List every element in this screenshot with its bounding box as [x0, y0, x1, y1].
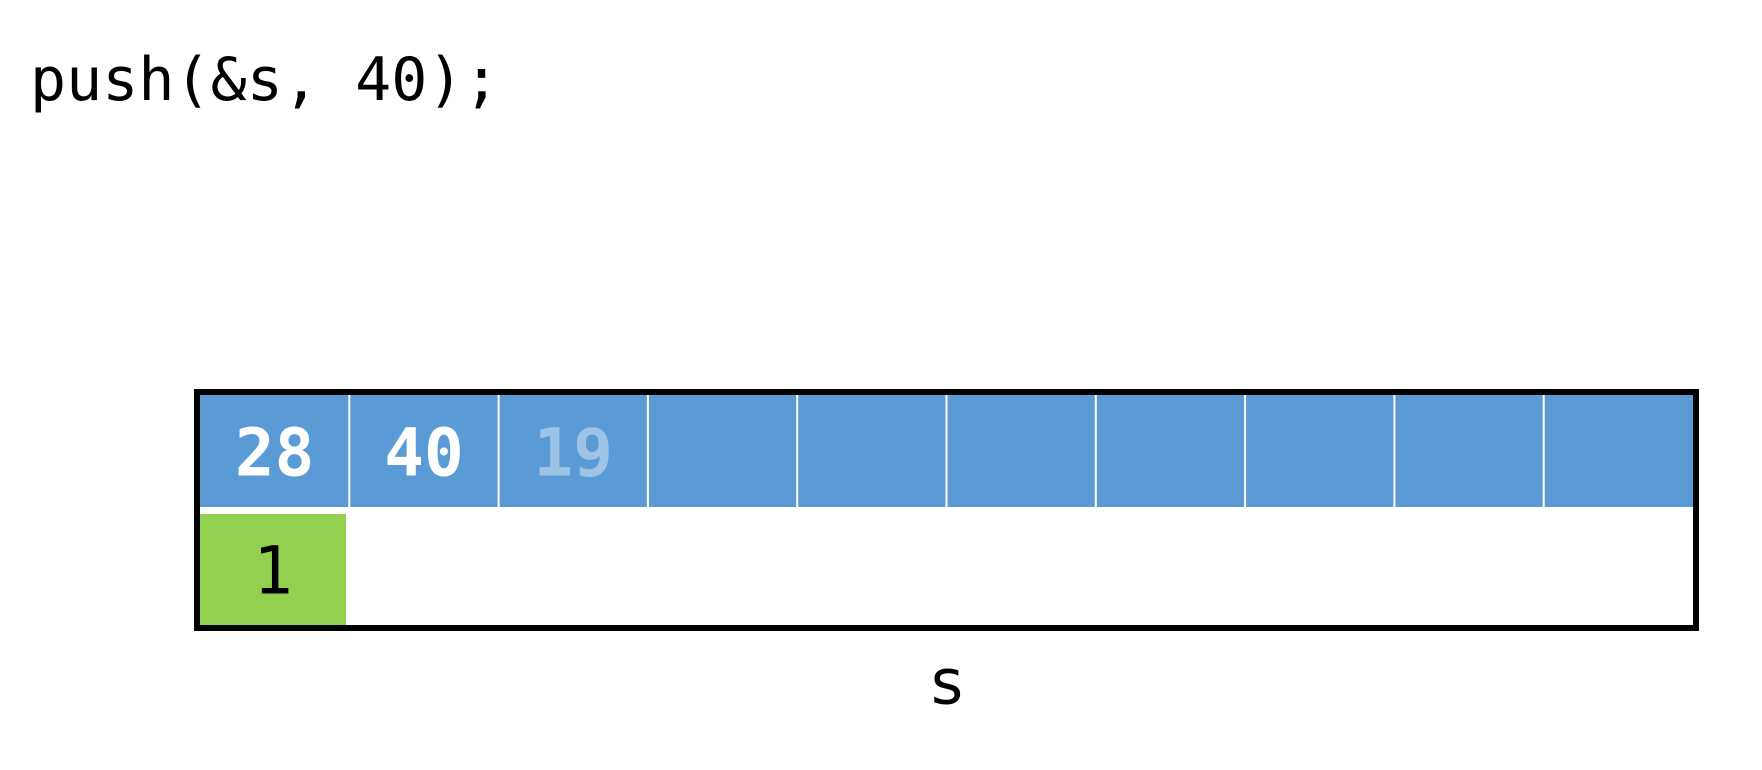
top-value: 1	[253, 533, 293, 610]
cell-value: 40	[384, 415, 463, 492]
cell-value: 28	[235, 415, 314, 492]
cells: 28 40 19	[235, 395, 1545, 507]
cell-value: 19	[534, 415, 613, 492]
code-line: push(&s, 40);	[30, 45, 500, 115]
top-cell	[200, 514, 346, 625]
variable-label: s	[931, 646, 963, 719]
